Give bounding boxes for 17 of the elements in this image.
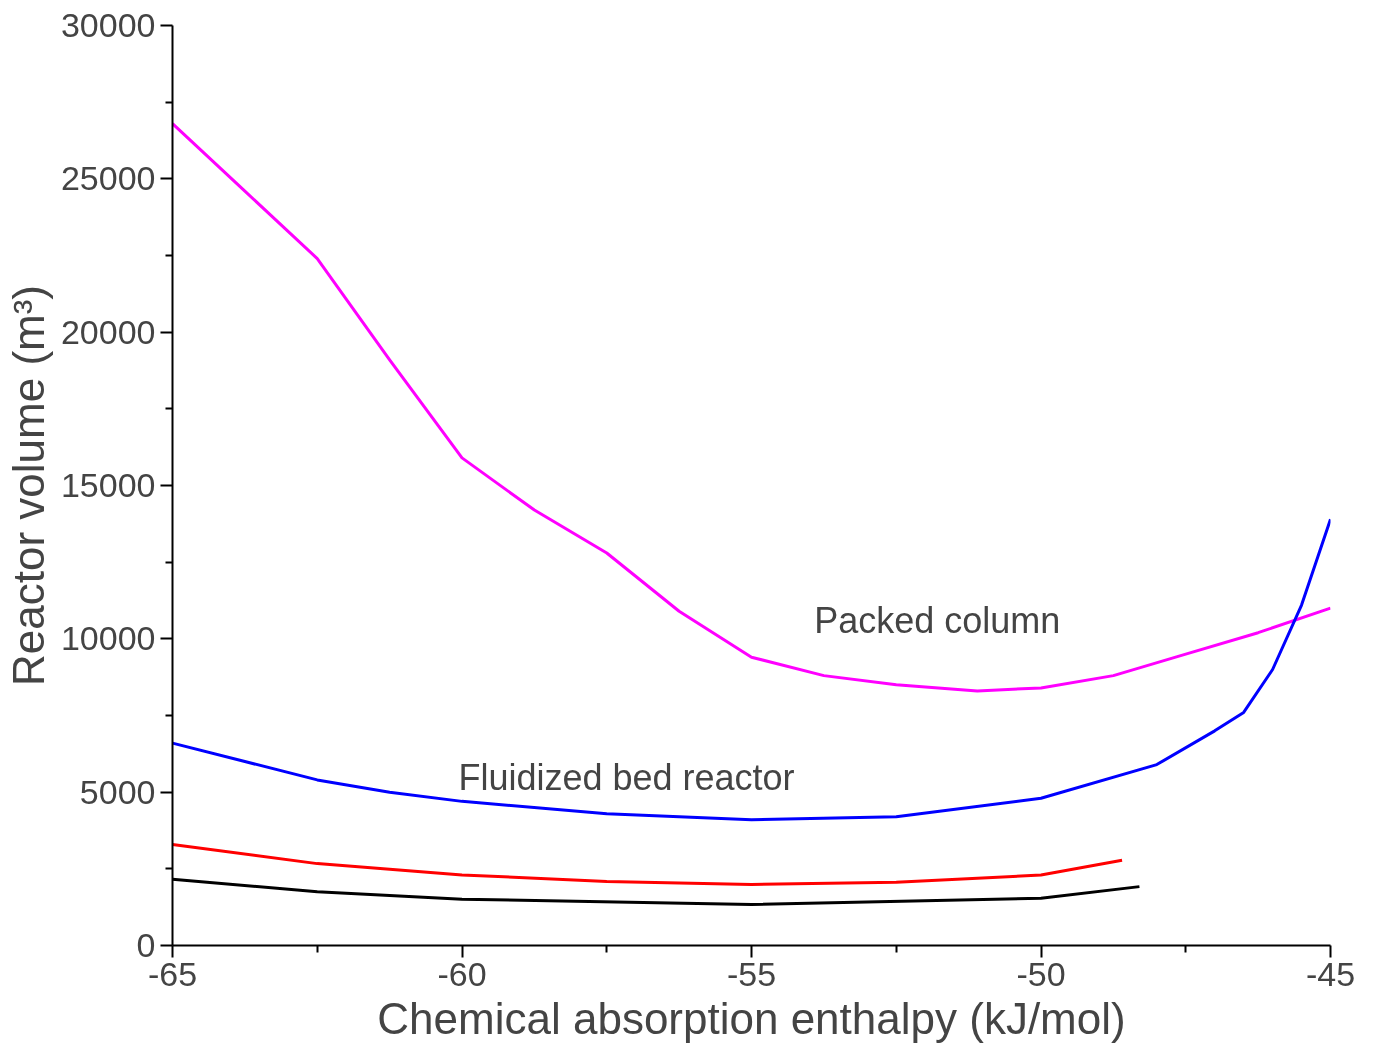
line-series — [172, 517, 1331, 822]
x-tick-label: -45 — [1305, 954, 1356, 993]
x-axis-title: Chemical absorption enthalpy (kJ/mol) — [377, 993, 1126, 1043]
line-series — [172, 122, 1331, 693]
y-tick-label: 15000 — [60, 466, 156, 504]
annotation: Packed column — [814, 600, 1061, 642]
x-tick-label: -50 — [1016, 954, 1066, 993]
x-tick-label: -60 — [437, 954, 487, 993]
y-tick-label: 25000 — [60, 159, 156, 198]
y-tick-label: 20000 — [60, 312, 156, 351]
y-axis-title: Reactor volume (m³) — [3, 285, 53, 686]
y-tick-label: 5000 — [79, 772, 156, 811]
y-tick-label: 30000 — [60, 6, 156, 44]
line-series — [172, 843, 1124, 886]
y-tick-label: 10000 — [60, 619, 156, 658]
annotation: Fluidized bed reactor — [458, 757, 795, 799]
x-tick-label: -55 — [726, 954, 777, 993]
